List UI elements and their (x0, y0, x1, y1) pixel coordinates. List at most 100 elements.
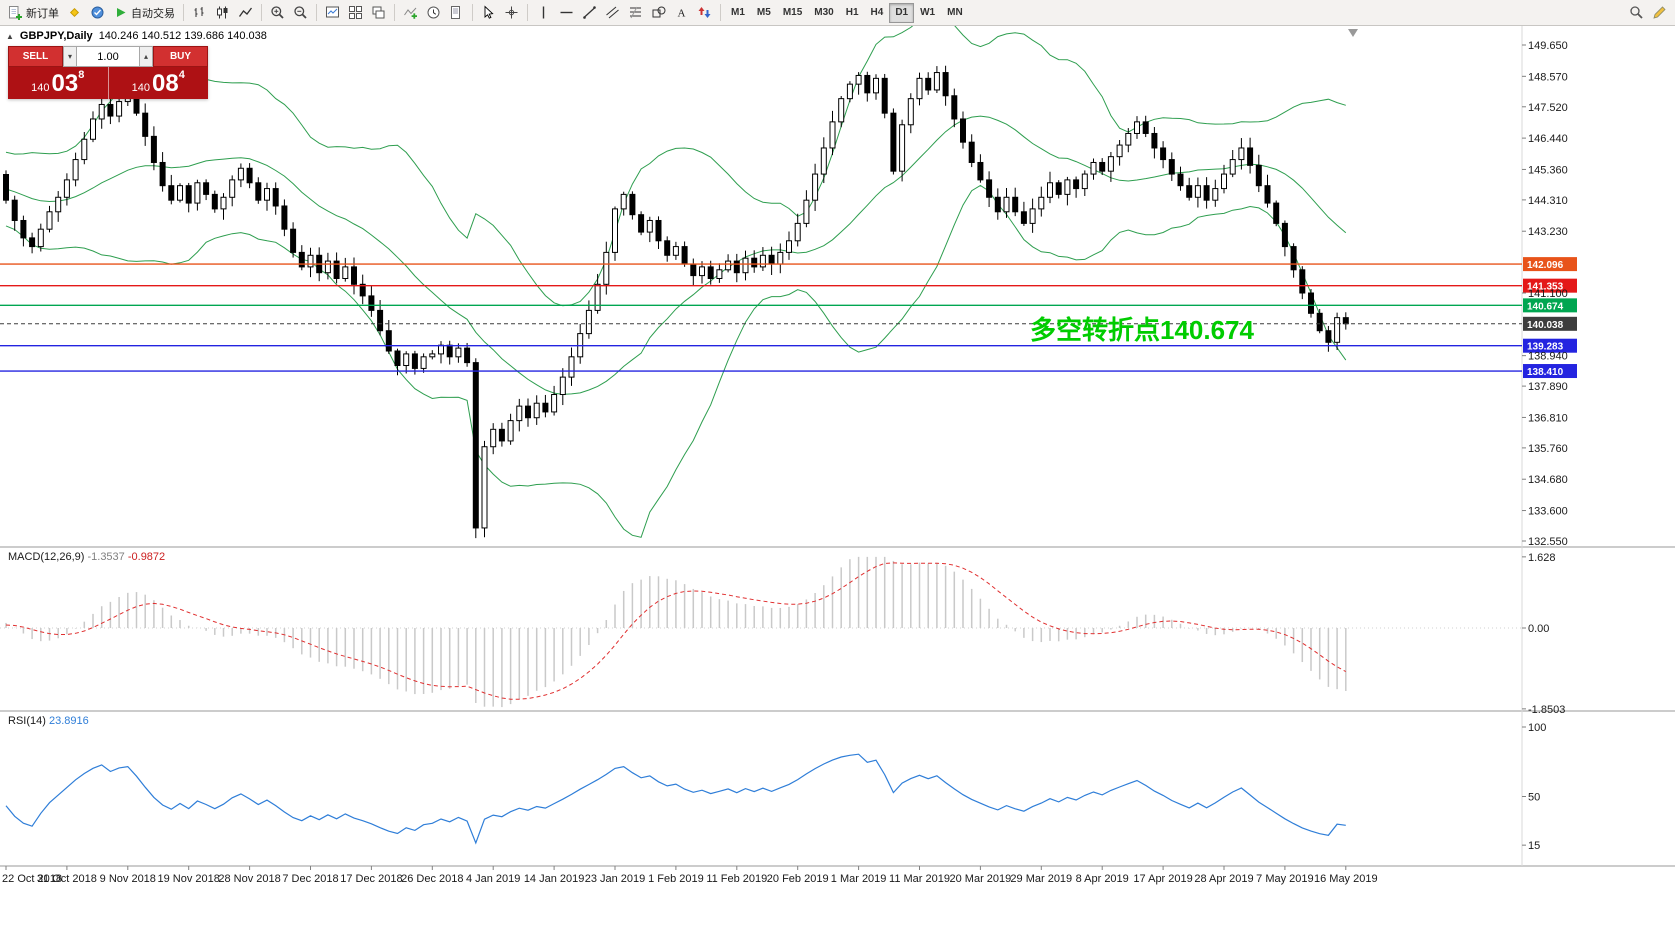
fibonacci-button[interactable] (624, 2, 647, 24)
chart-shift-marker-icon[interactable] (1348, 29, 1358, 37)
price-tag-139.283 (1523, 338, 1577, 353)
timeframe-button-M1[interactable]: M1 (725, 3, 751, 23)
timeframe-button-H4[interactable]: H4 (865, 3, 890, 23)
toolbar-separator (527, 4, 528, 21)
volume-input[interactable] (77, 46, 139, 67)
text-button[interactable]: A (670, 2, 693, 24)
macd-axis-label: 0.00 (1528, 623, 1549, 635)
time-axis-label: 17 Dec 2018 (340, 873, 402, 885)
autotrade-button[interactable]: 自动交易 (109, 2, 179, 24)
market-watch-button[interactable] (86, 2, 109, 24)
time-axis-label: 22 Oct 2018 (2, 873, 62, 885)
price-axis-label: 149.650 (1528, 40, 1568, 52)
arrows-button[interactable] (693, 2, 716, 24)
price-axis-label: 144.310 (1528, 195, 1568, 207)
toolbar-separator (720, 4, 721, 21)
line-chart-button[interactable] (234, 2, 257, 24)
buy-price-prefix: 140 (131, 82, 151, 94)
time-axis-label: 26 Dec 2018 (401, 873, 463, 885)
indicators-button[interactable] (399, 2, 422, 24)
trendline-button[interactable] (578, 2, 601, 24)
toolbar-separator (261, 4, 262, 21)
templates-icon (449, 5, 464, 20)
candlestick-series (3, 65, 1349, 539)
shapes-button[interactable] (647, 2, 670, 24)
chart-canvas[interactable]: 142.096 141.353 140.674 140.038 139.283 138.4… (0, 26, 1675, 886)
time-axis-label: 11 Mar 2019 (889, 873, 950, 885)
cascade-windows-button[interactable] (367, 2, 390, 24)
toolbar-separator (472, 4, 473, 21)
volume-increase-button[interactable]: ▴ (139, 46, 153, 67)
buy-price-display[interactable]: 140 08 4 (109, 67, 209, 99)
cursor-icon (481, 5, 496, 20)
svg-text:142.096: 142.096 (1527, 260, 1564, 271)
fibonacci-icon (628, 5, 643, 20)
new-order-button[interactable]: 新订单 (4, 2, 63, 24)
time-axis-label: 28 Apr 2019 (1194, 873, 1253, 885)
one-click-collapse-icon[interactable]: ▲ (6, 31, 14, 41)
price-axis-label: 148.570 (1528, 71, 1568, 83)
sell-button[interactable]: SELL (8, 46, 63, 67)
toolbar-separator (316, 4, 317, 21)
main-toolbar: 新订单 自动交易 A M1 M5 M15 M30 H1 H4 D1 W1 MN (0, 0, 1675, 26)
time-axis-label: 20 Feb 2019 (767, 873, 829, 885)
timeframe-button-M30[interactable]: M30 (808, 3, 839, 23)
price-axis-label: 141.100 (1528, 288, 1568, 300)
metaeditor-button[interactable] (63, 2, 86, 24)
timeframe-button-W1[interactable]: W1 (914, 3, 941, 23)
rsi-pane: RSI(14) 23.8916 100 50 15 (5, 715, 1546, 852)
periods-button[interactable] (422, 2, 445, 24)
zoom-out-button[interactable] (289, 2, 312, 24)
cursor-button[interactable] (477, 2, 500, 24)
sell-price-sup: 8 (78, 69, 85, 81)
time-axis-label: 20 Mar 2019 (950, 873, 1012, 885)
svg-text:140.038: 140.038 (1527, 320, 1564, 331)
new-chart-button[interactable] (321, 2, 344, 24)
svg-text:A: A (678, 8, 686, 20)
sell-price-display[interactable]: 140 03 8 (8, 67, 109, 99)
price-axis-label: 134.680 (1528, 474, 1568, 486)
price-axis-label: 135.760 (1528, 443, 1568, 455)
buy-button[interactable]: BUY (153, 46, 208, 67)
time-axis-label: 29 Mar 2019 (1010, 873, 1072, 885)
channel-button[interactable] (601, 2, 624, 24)
horizontal-line-button[interactable] (555, 2, 578, 24)
rsi-axis-label: 15 (1528, 840, 1540, 852)
timeframe-button-M5[interactable]: M5 (751, 3, 777, 23)
price-axis-label: 137.890 (1528, 381, 1568, 393)
symbol-title: GBPJPY,Daily (19, 30, 93, 42)
vertical-line-icon (536, 5, 551, 20)
autotrade-icon (113, 5, 128, 20)
timeframe-button-M15[interactable]: M15 (777, 3, 808, 23)
timeframe-button-MN[interactable]: MN (941, 3, 969, 23)
price-axis-label: 147.520 (1528, 102, 1568, 114)
vertical-line-button[interactable] (532, 2, 555, 24)
svg-text:140.674: 140.674 (1527, 301, 1564, 312)
symbol-info: ▲ GBPJPY,Daily 140.246 140.512 139.686 1… (6, 30, 267, 42)
time-axis-label: 31 Oct 2018 (37, 873, 97, 885)
channel-icon (605, 5, 620, 20)
zoom-in-button[interactable] (266, 2, 289, 24)
svg-text:141.353: 141.353 (1527, 282, 1564, 293)
edit-button[interactable] (1648, 2, 1671, 24)
time-axis-label: 17 Apr 2019 (1133, 873, 1192, 885)
new-order-button-label: 新订单 (26, 7, 59, 20)
volume-decrease-button[interactable]: ▾ (63, 46, 77, 67)
arrows-icon (697, 5, 712, 20)
candlestick-button[interactable] (211, 2, 234, 24)
horizontal-price-lines: 142.096 141.353 140.674 140.038 139.283 138.4… (0, 257, 1577, 379)
price-axis-label: 133.600 (1528, 506, 1568, 518)
crosshair-button[interactable] (500, 2, 523, 24)
price-axis-label: 146.440 (1528, 133, 1568, 145)
timeframe-button-H1[interactable]: H1 (840, 3, 865, 23)
timeframe-button-D1[interactable]: D1 (889, 2, 915, 23)
templates-button[interactable] (445, 2, 468, 24)
bar-chart-button[interactable] (188, 2, 211, 24)
time-axis-label: 14 Jan 2019 (524, 873, 585, 885)
search-button[interactable] (1625, 2, 1648, 24)
sell-price-big: 03 (51, 70, 79, 97)
price-tag-138.410 (1523, 364, 1577, 379)
svg-text:138.410: 138.410 (1527, 367, 1564, 378)
price-axis-label: 132.550 (1528, 536, 1568, 548)
tile-windows-button[interactable] (344, 2, 367, 24)
